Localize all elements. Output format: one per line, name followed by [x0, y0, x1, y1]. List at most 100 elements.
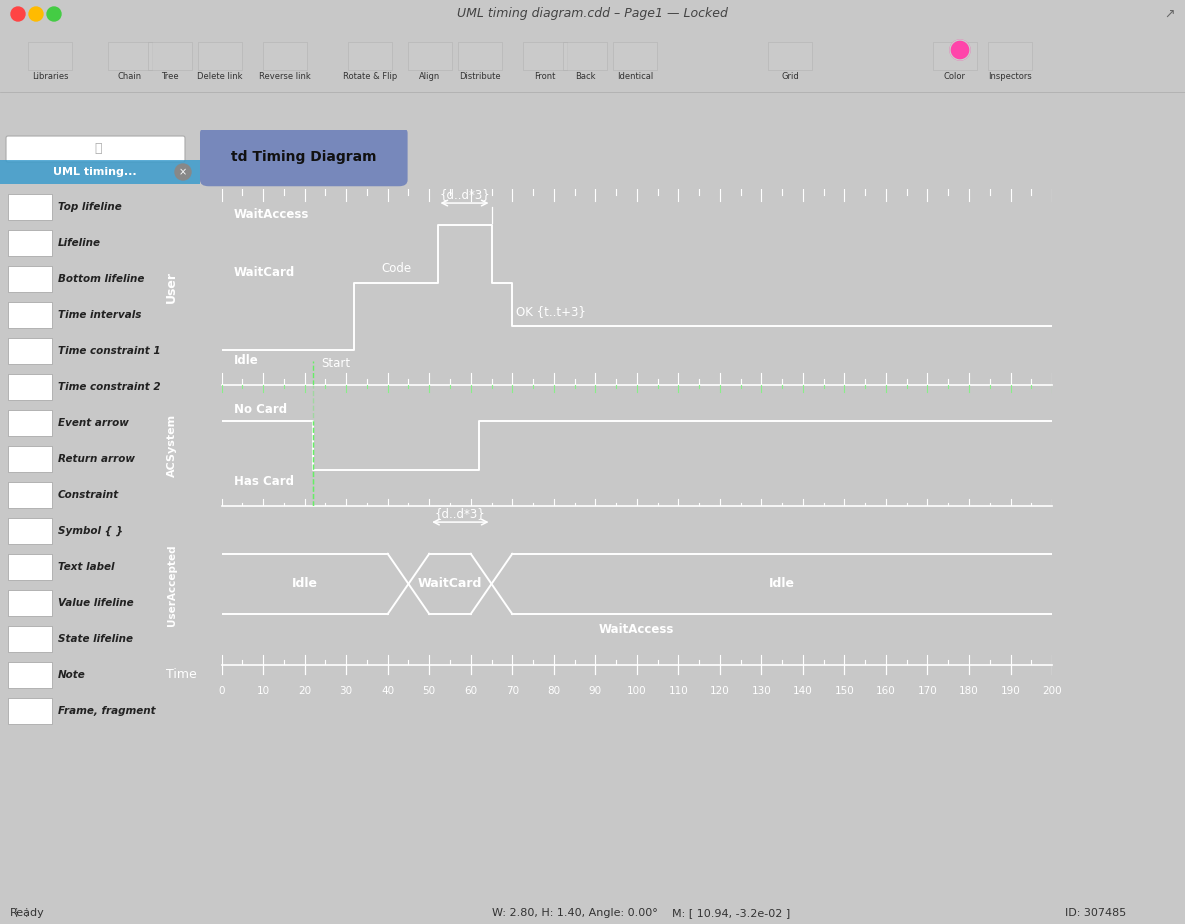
Bar	[8, 194, 52, 220]
Text: Has Card: Has Card	[235, 475, 294, 488]
Bar	[8, 230, 52, 256]
Bar	[198, 42, 242, 70]
Text: Lifeline: Lifeline	[58, 238, 101, 248]
Text: User: User	[165, 271, 178, 303]
Bar	[8, 410, 52, 436]
Text: Symbol { }: Symbol { }	[58, 526, 123, 536]
Text: Tree: Tree	[161, 72, 179, 81]
Text: No Card: No Card	[235, 404, 287, 417]
Text: 90: 90	[589, 686, 602, 696]
Text: WaitCard: WaitCard	[235, 266, 295, 279]
Text: 160: 160	[876, 686, 896, 696]
Bar	[8, 302, 52, 328]
Text: UML timing...: UML timing...	[53, 167, 136, 177]
Text: Front: Front	[534, 72, 556, 81]
Text: UserAccepted: UserAccepted	[167, 544, 177, 626]
Bar	[8, 266, 52, 292]
Text: {d..d*3}: {d..d*3}	[440, 188, 489, 201]
Bar	[8, 482, 52, 508]
Text: Idle: Idle	[292, 578, 318, 590]
Text: Time constraint 1: Time constraint 1	[58, 346, 161, 356]
Bar	[8, 518, 52, 544]
Bar	[8, 446, 52, 472]
Text: Chain: Chain	[118, 72, 142, 81]
Text: ACSystem: ACSystem	[167, 414, 177, 477]
Text: Delete link: Delete link	[197, 72, 243, 81]
Text: Reverse link: Reverse link	[260, 72, 310, 81]
Text: WaitAccess: WaitAccess	[235, 208, 309, 221]
Bar	[563, 42, 607, 70]
Bar	[8, 590, 52, 616]
Text: Note: Note	[58, 670, 85, 680]
Text: 120: 120	[710, 686, 730, 696]
Text: ↗: ↗	[1165, 7, 1176, 20]
Bar	[988, 42, 1032, 70]
FancyBboxPatch shape	[6, 136, 185, 162]
Bar	[768, 42, 812, 70]
Text: 40: 40	[382, 686, 395, 696]
Text: WaitAccess: WaitAccess	[600, 624, 674, 637]
Text: WaitCard: WaitCard	[418, 578, 482, 590]
Text: ×: ×	[179, 167, 187, 177]
Text: State lifeline: State lifeline	[58, 634, 133, 644]
Text: Event arrow: Event arrow	[58, 418, 129, 428]
Text: 190: 190	[1000, 686, 1020, 696]
Text: 180: 180	[959, 686, 979, 696]
Text: Identical: Identical	[617, 72, 653, 81]
Text: 130: 130	[751, 686, 771, 696]
Text: 200: 200	[1043, 686, 1062, 696]
Text: 170: 170	[917, 686, 937, 696]
Bar	[348, 42, 392, 70]
Circle shape	[950, 40, 971, 60]
Text: Ready: Ready	[9, 908, 45, 918]
Bar	[408, 42, 451, 70]
Bar	[148, 42, 192, 70]
Bar	[108, 42, 152, 70]
Text: 110: 110	[668, 686, 688, 696]
Text: 80: 80	[547, 686, 561, 696]
Bar	[263, 42, 307, 70]
Text: Distribute: Distribute	[460, 72, 501, 81]
Text: 0: 0	[218, 686, 225, 696]
Text: ID: 307485: ID: 307485	[1065, 908, 1126, 918]
Bar	[8, 338, 52, 364]
Bar	[28, 42, 72, 70]
Text: 100: 100	[627, 686, 647, 696]
Bar	[8, 662, 52, 688]
Text: UML timing diagram.cdd – Page1 — Locked: UML timing diagram.cdd – Page1 — Locked	[457, 7, 728, 20]
Text: 70: 70	[506, 686, 519, 696]
Text: Back: Back	[575, 72, 595, 81]
Bar	[933, 42, 976, 70]
Text: {d..d*3}: {d..d*3}	[435, 507, 486, 520]
Bar	[0, 160, 200, 184]
Text: Align: Align	[419, 72, 441, 81]
Circle shape	[47, 7, 60, 21]
FancyBboxPatch shape	[200, 127, 408, 187]
Text: 140: 140	[793, 686, 813, 696]
Bar	[523, 42, 566, 70]
Text: ⌕: ⌕	[95, 141, 102, 154]
Text: ⋮⋮: ⋮⋮	[9, 908, 32, 918]
Text: W: 2.80, H: 1.40, Angle: 0.00°: W: 2.80, H: 1.40, Angle: 0.00°	[493, 908, 658, 918]
Text: Text label: Text label	[58, 562, 115, 572]
Text: Frame, fragment: Frame, fragment	[58, 706, 155, 716]
Text: Start: Start	[321, 358, 351, 371]
Text: Idle: Idle	[769, 578, 795, 590]
Text: Top lifeline: Top lifeline	[58, 202, 122, 212]
Text: Bottom lifeline: Bottom lifeline	[58, 274, 145, 284]
Bar	[613, 42, 656, 70]
Circle shape	[11, 7, 25, 21]
Text: Rotate & Flip: Rotate & Flip	[342, 72, 397, 81]
Bar	[8, 698, 52, 724]
Text: Code: Code	[380, 262, 411, 275]
Text: td Timing Diagram: td Timing Diagram	[231, 150, 377, 164]
Text: Idle: Idle	[235, 354, 258, 367]
Text: Return arrow: Return arrow	[58, 454, 135, 464]
Text: 60: 60	[465, 686, 478, 696]
Circle shape	[28, 7, 43, 21]
Text: Inspectors: Inspectors	[988, 72, 1032, 81]
Text: Libraries: Libraries	[32, 72, 69, 81]
Text: Color: Color	[944, 72, 966, 81]
Text: Time intervals: Time intervals	[58, 310, 141, 320]
Bar	[457, 42, 502, 70]
